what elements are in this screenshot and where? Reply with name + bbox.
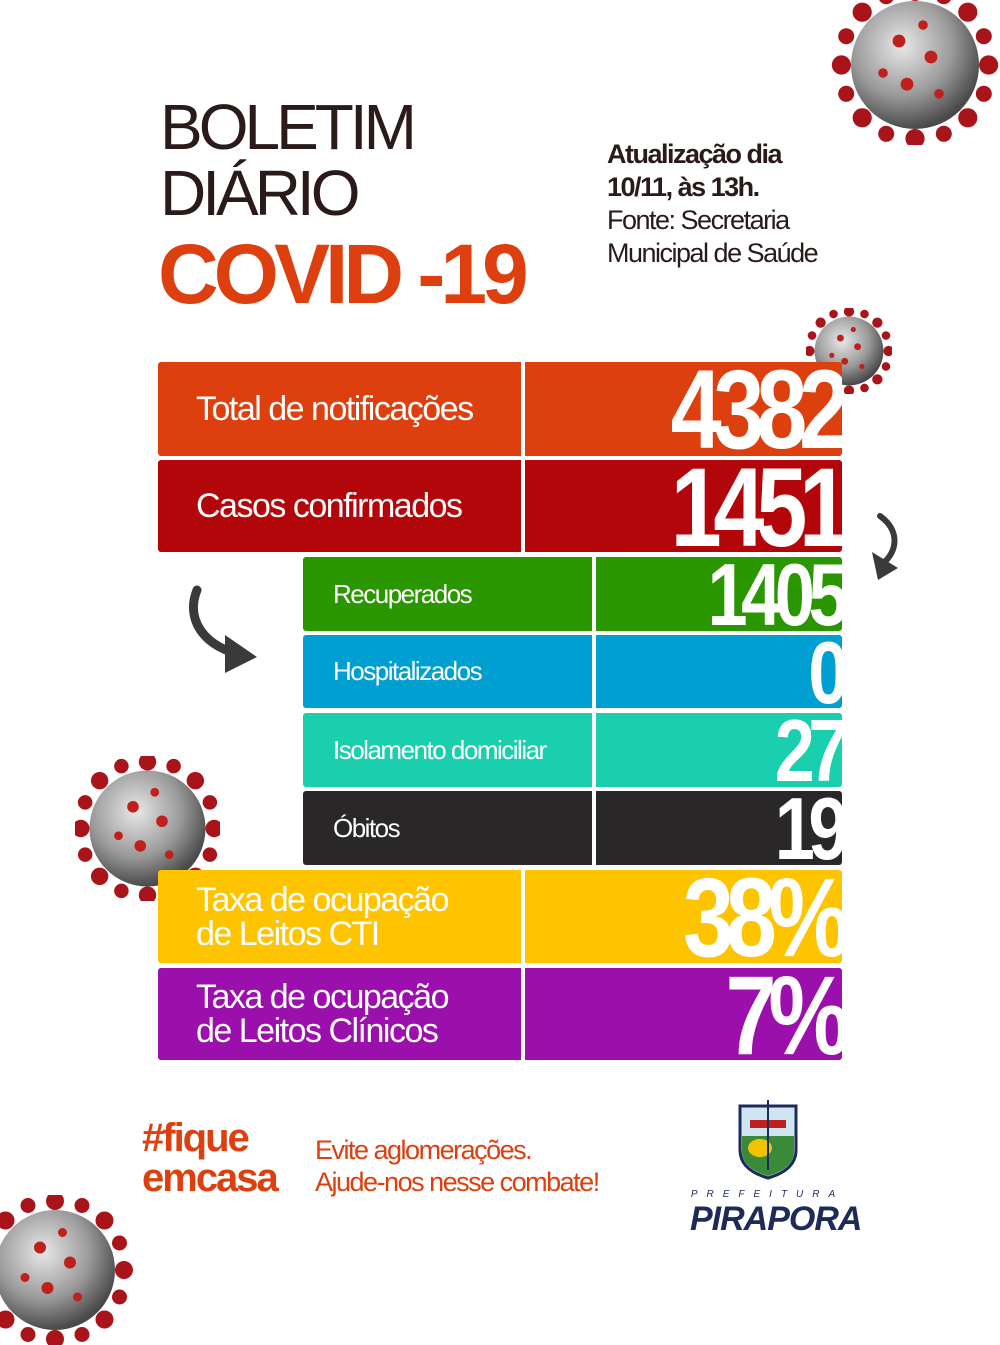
stat-label: Taxa de ocupação de Leitos CTI	[158, 870, 525, 963]
stat-label: Taxa de ocupação de Leitos Clínicos	[158, 968, 525, 1060]
stat-hospitalizados: Hospitalizados 0	[303, 635, 842, 708]
title-covid: COVID -19	[158, 227, 529, 321]
stat-value: 7%	[725, 968, 842, 1060]
source-line-1: Fonte: Secretaria	[607, 205, 790, 235]
stat-value: 1451	[670, 460, 842, 552]
footer-message: Evite aglomerações. Ajude-nos nesse comb…	[315, 1134, 600, 1198]
stat-label-line-1: Taxa de ocupação	[196, 880, 449, 919]
stat-label: Total de notificações	[158, 362, 525, 456]
stat-casos-confirmados: Casos confirmados 1451	[158, 460, 842, 552]
hashtag-line-2: emcasa	[142, 1156, 279, 1200]
stat-value: 4382	[670, 362, 842, 456]
coat-of-arms-icon	[738, 1100, 797, 1180]
stat-taxa-cti: Taxa de ocupação de Leitos CTI 38%	[158, 870, 842, 963]
update-date-label: Atualização dia	[607, 139, 783, 169]
stat-total-notificacoes: Total de notificações 4382	[158, 362, 842, 456]
curved-arrow-icon	[872, 513, 898, 580]
prefeitura-logo: PREFEITURA PIRAPORA	[690, 1100, 862, 1238]
virus-icon	[831, 0, 999, 145]
virus-icon	[0, 1195, 133, 1345]
title-boletim-diario: BOLETIM DIÁRIO	[160, 91, 417, 229]
stat-value: 1405	[707, 557, 842, 631]
stat-label: Casos confirmados	[158, 460, 525, 552]
stat-obitos: Óbitos 19	[303, 791, 842, 865]
update-date: 10/11, às 13h.	[607, 172, 760, 202]
stat-label: Isolamento domiciliar	[303, 713, 596, 787]
footer-message-line-1: Evite aglomerações.	[315, 1135, 533, 1165]
title-line-2: DIÁRIO	[160, 157, 360, 229]
hashtag-line-1: #fique	[142, 1116, 250, 1160]
stat-label: Recuperados	[303, 557, 596, 631]
stat-value: 0	[808, 635, 842, 708]
stat-taxa-clinicos: Taxa de ocupação de Leitos Clínicos 7%	[158, 968, 842, 1060]
stat-value: 38%	[682, 870, 842, 963]
stat-label: Hospitalizados	[303, 635, 596, 708]
stat-label-line-2: de Leitos CTI	[196, 914, 380, 953]
source-line-2: Municipal de Saúde	[607, 238, 819, 268]
stat-label-line-2: de Leitos Clínicos	[196, 1012, 439, 1050]
footer-message-line-2: Ajude-nos nesse combate!	[315, 1167, 600, 1197]
curved-arrow-icon	[188, 585, 257, 673]
stat-label: Óbitos	[303, 791, 596, 865]
stat-isolamento-domiciliar: Isolamento domiciliar 27	[303, 713, 842, 787]
stat-label-line-1: Taxa de ocupação	[196, 978, 449, 1016]
title-line-1: BOLETIM	[160, 91, 417, 163]
update-info: Atualização dia 10/11, às 13h. Fonte: Se…	[607, 138, 819, 270]
stat-recuperados: Recuperados 1405	[303, 557, 842, 631]
logo-name: PIRAPORA	[690, 1200, 862, 1238]
logo-prefix: PREFEITURA	[690, 1189, 845, 1200]
stat-value: 19	[774, 791, 842, 865]
stat-value: 27	[774, 713, 842, 787]
hashtag-fiqueemcasa: #fique emcasa	[142, 1116, 279, 1200]
